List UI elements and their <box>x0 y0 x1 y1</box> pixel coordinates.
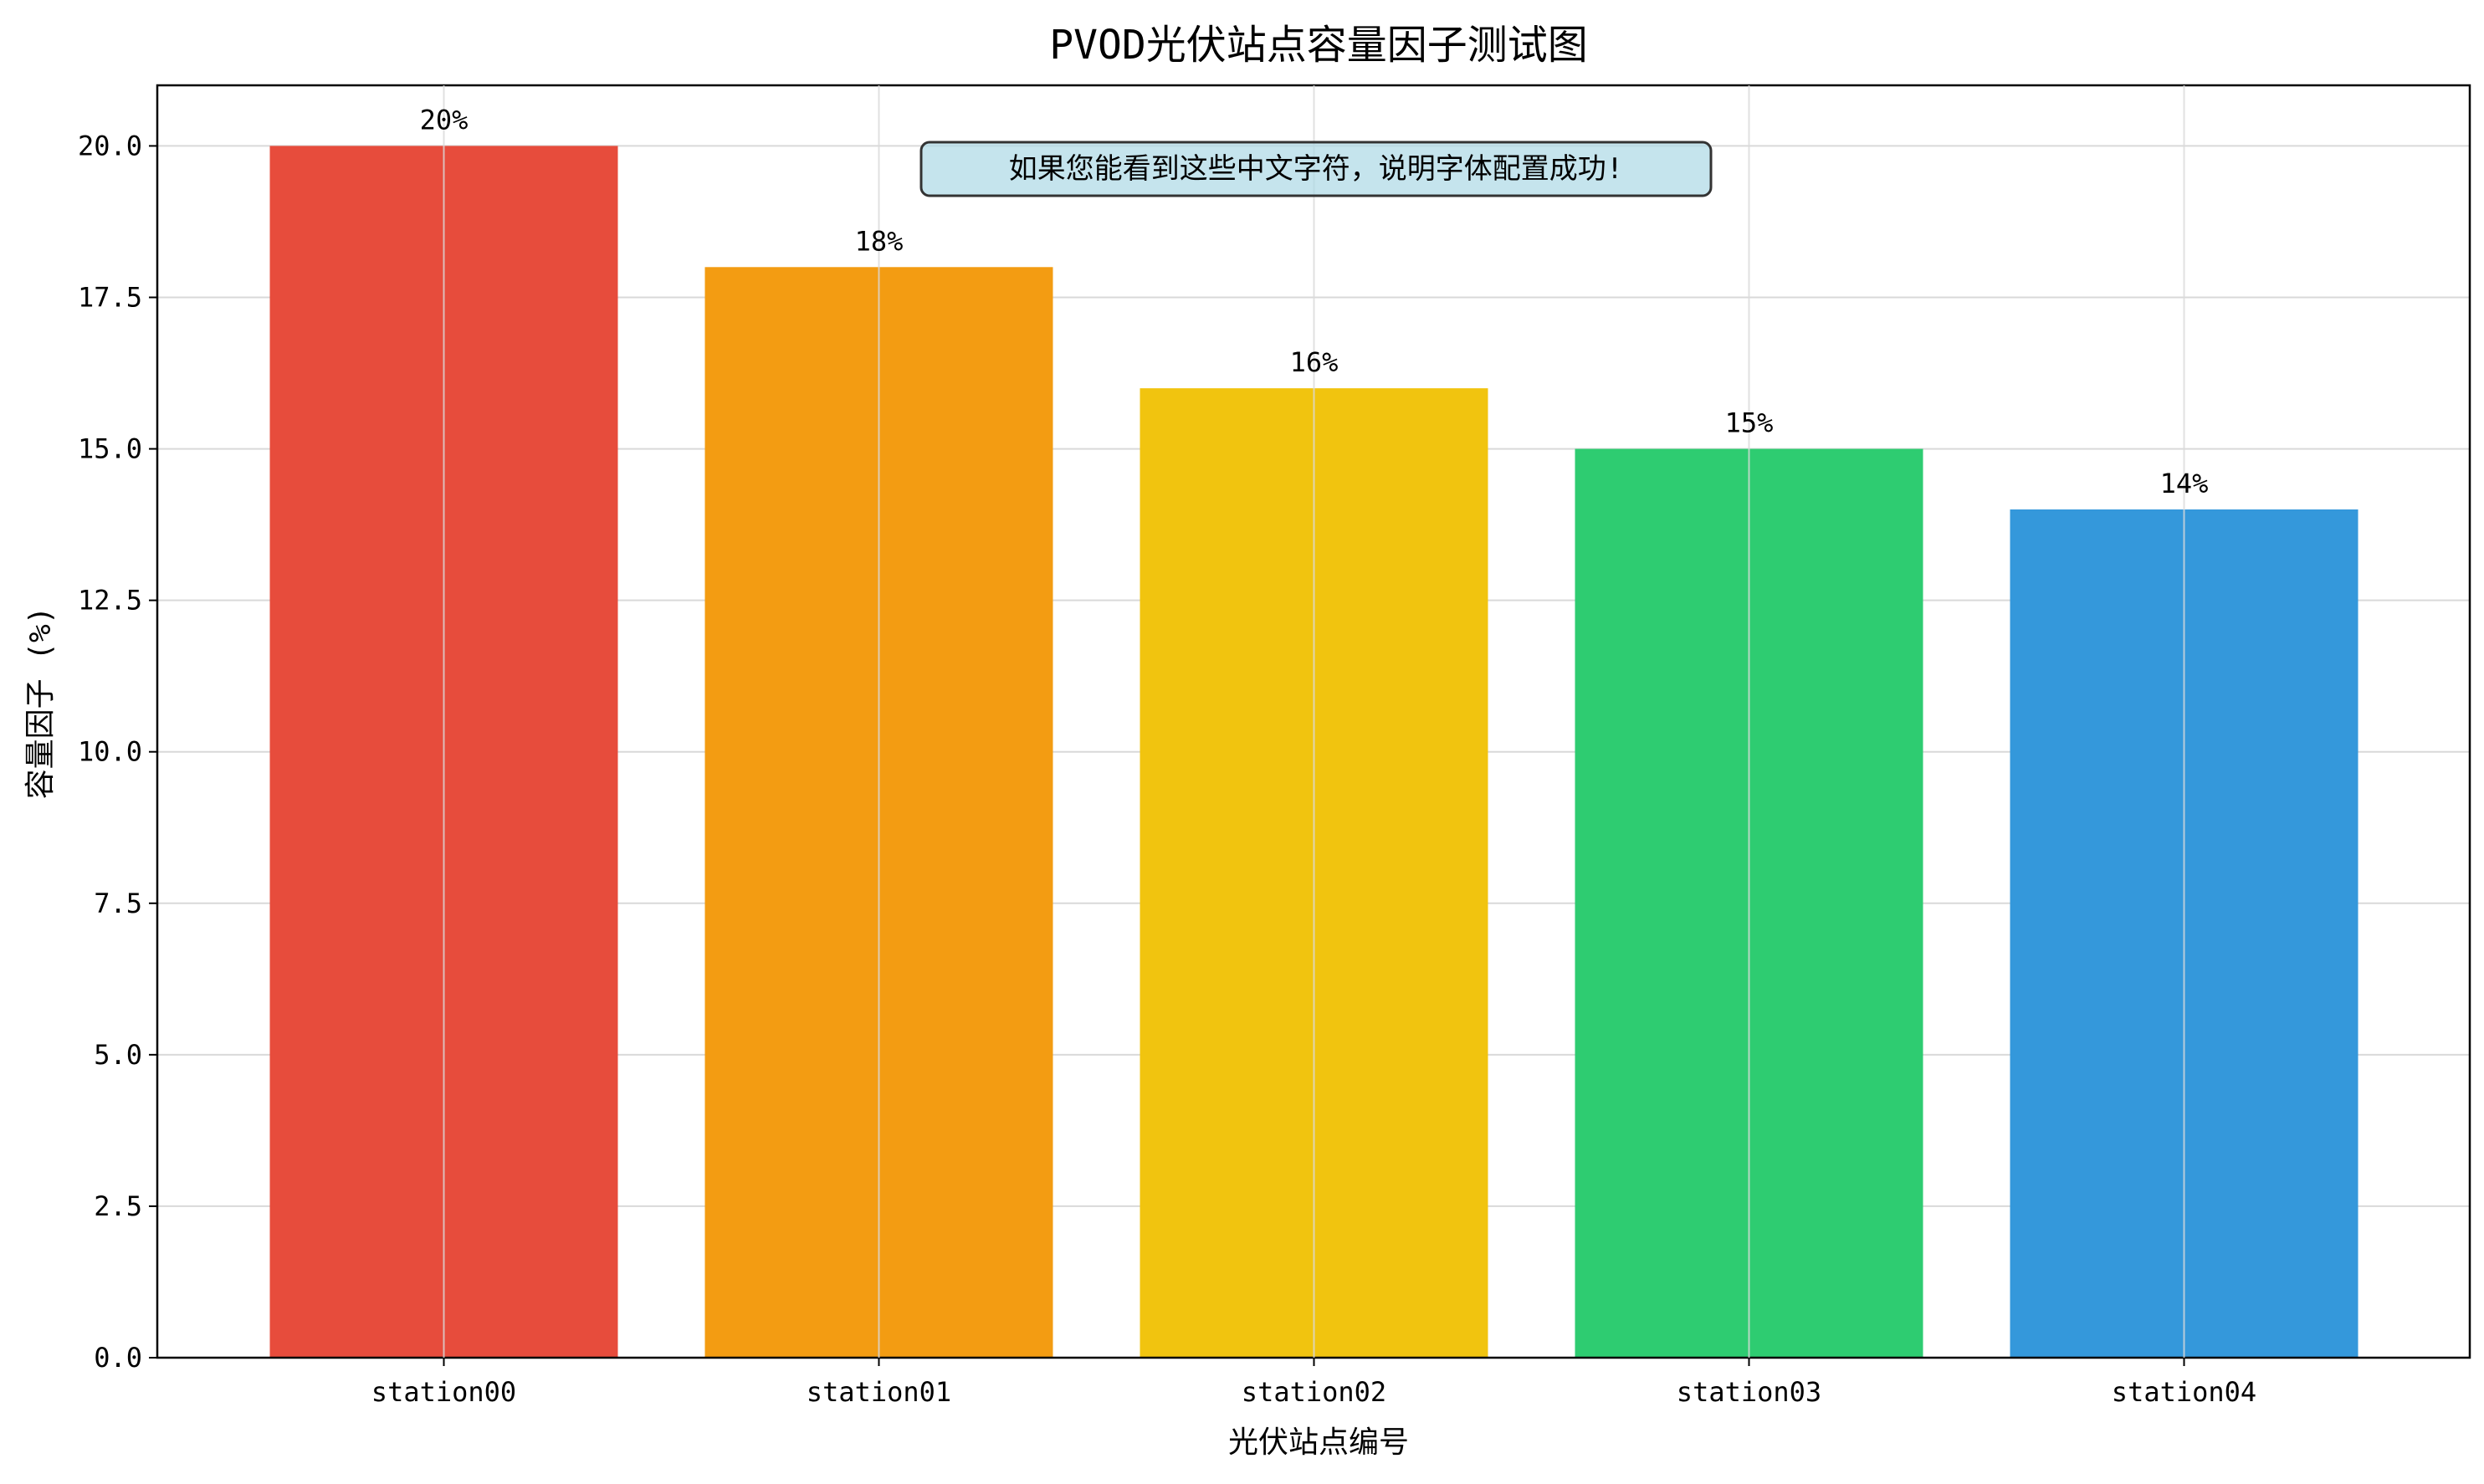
x-tick-label: station00 <box>371 1376 516 1408</box>
y-tick-label: 20.0 <box>78 130 142 161</box>
chart-title: PVOD光伏站点容量因子测试图 <box>1049 22 1588 69</box>
bar-value-label: 18% <box>855 225 904 257</box>
data-labels: 20% 18% 16% 15% 14% <box>420 85 2209 1358</box>
y-tick-label: 10.0 <box>78 736 142 768</box>
y-tick-label: 17.5 <box>78 282 142 314</box>
y-axis-label: 容量因子 (%) <box>23 606 58 800</box>
y-tick-label: 12.5 <box>78 585 142 617</box>
bar-value-label: 20% <box>420 104 469 136</box>
annotation-text: 如果您能看到这些中文字符，说明字体配置成功! <box>1009 152 1623 186</box>
y-tick-label: 2.5 <box>94 1190 142 1222</box>
x-tick-label: station04 <box>2112 1376 2256 1408</box>
y-tick-label: 5.0 <box>94 1039 142 1071</box>
x-tick-label: station01 <box>807 1376 951 1408</box>
bar-value-label: 15% <box>1725 407 1774 439</box>
y-tick-label: 7.5 <box>94 888 142 919</box>
annotation-background <box>919 141 1713 197</box>
x-tick-label: station02 <box>1242 1376 1386 1408</box>
x-tick-label: station03 <box>1677 1376 1821 1408</box>
y-tick-label: 15.0 <box>78 433 142 465</box>
x-axis-label: 光伏站点编号 <box>1228 1425 1409 1460</box>
annotation-box: 如果您能看到这些中文字符，说明字体配置成功! <box>919 141 1713 197</box>
y-tick-label: 0.0 <box>94 1342 142 1374</box>
bar-value-label: 16% <box>1290 346 1339 378</box>
bar-value-label: 14% <box>2160 468 2209 499</box>
